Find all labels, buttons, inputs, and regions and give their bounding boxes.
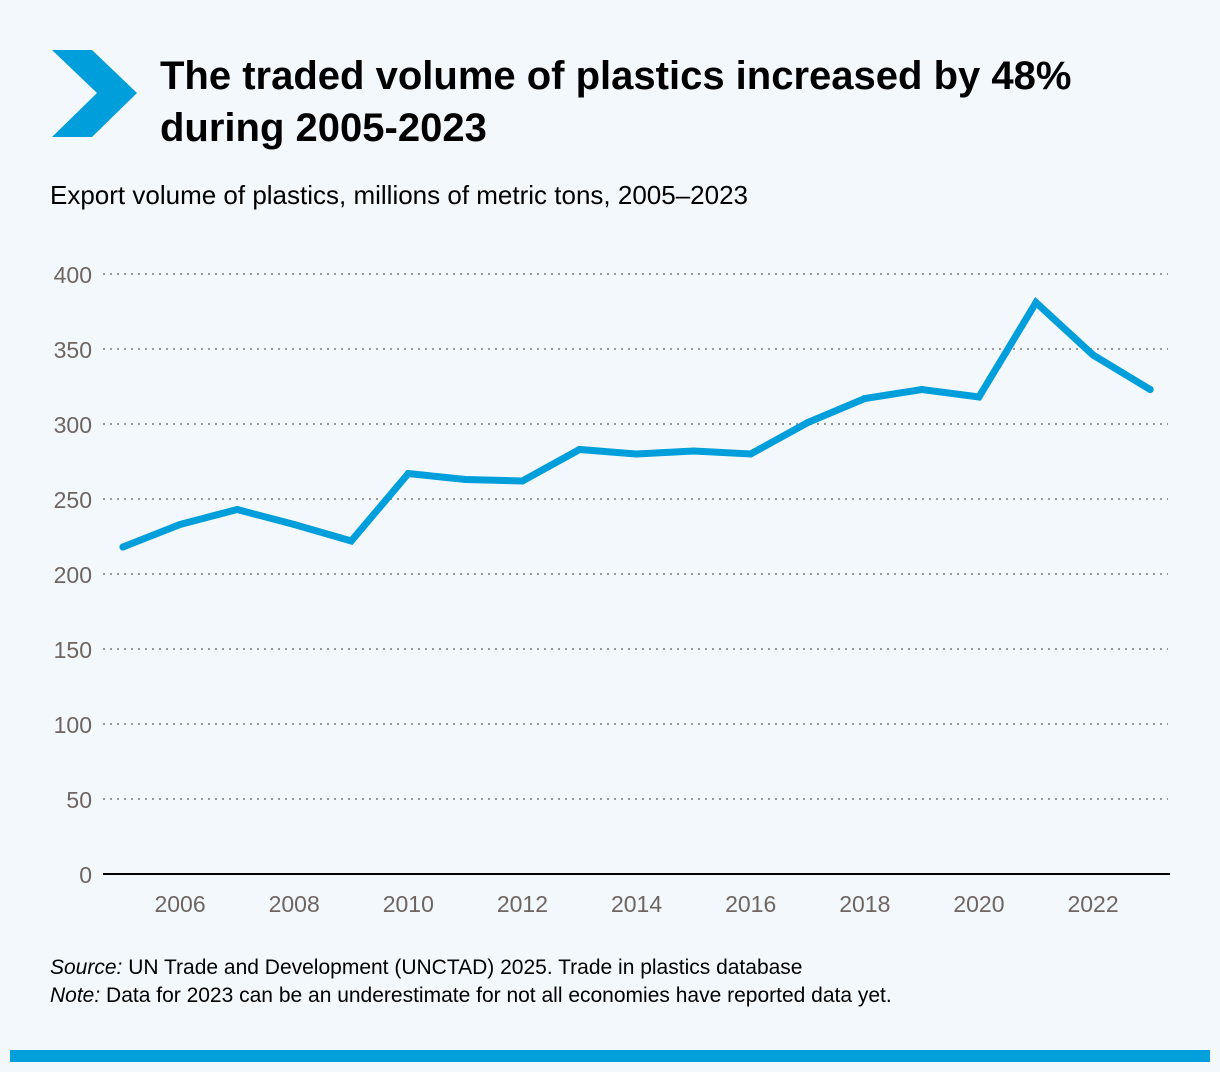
data-point bbox=[804, 419, 812, 426]
y-tick-label: 250 bbox=[54, 487, 92, 513]
x-tick-label: 2018 bbox=[839, 891, 890, 917]
y-tick-label: 350 bbox=[54, 337, 92, 363]
data-point bbox=[461, 476, 469, 483]
data-point bbox=[918, 386, 926, 393]
x-tick-label: 2020 bbox=[953, 891, 1004, 917]
y-tick-label: 150 bbox=[54, 637, 92, 663]
data-point bbox=[347, 537, 355, 545]
y-tick-label: 300 bbox=[54, 412, 92, 438]
y-tick-label: 200 bbox=[54, 562, 92, 588]
data-point bbox=[1146, 386, 1154, 393]
chart-title: The traded volume of plastics increased … bbox=[160, 54, 1072, 150]
y-tick-label: 0 bbox=[79, 862, 92, 888]
x-tick-label: 2012 bbox=[497, 891, 548, 917]
data-point bbox=[861, 395, 869, 402]
note-text: Data for 2023 can be an underestimate fo… bbox=[100, 984, 892, 1007]
x-tick-label: 2022 bbox=[1067, 891, 1118, 917]
line-chart: 0 50 100 150 200 250 300 350 400 2006 2008 2010 2012… bbox=[54, 262, 1170, 917]
source-line: Source: UN Trade and Development (UNCTAD… bbox=[50, 954, 892, 982]
chart-subtitle: Export volume of plastics, millions of m… bbox=[50, 180, 749, 210]
data-point bbox=[176, 521, 184, 528]
data-point bbox=[290, 521, 298, 528]
x-tick-label: 2010 bbox=[383, 891, 434, 917]
x-tick-label: 2006 bbox=[154, 891, 205, 917]
data-point bbox=[747, 450, 755, 458]
y-tick-label: 100 bbox=[54, 712, 92, 738]
data-point bbox=[233, 506, 241, 513]
data-point bbox=[404, 470, 412, 477]
note-label: Note: bbox=[50, 984, 101, 1007]
data-point bbox=[518, 477, 526, 485]
data-point bbox=[975, 393, 983, 401]
chart-notes: Source: UN Trade and Development (UNCTAD… bbox=[50, 954, 892, 1010]
source-label: Source: bbox=[50, 956, 123, 979]
data-point bbox=[1032, 299, 1040, 306]
chevron-right-icon bbox=[52, 50, 137, 137]
data-point bbox=[690, 447, 698, 455]
data-point bbox=[633, 450, 641, 458]
data-point bbox=[576, 446, 583, 453]
data-point bbox=[1089, 351, 1097, 359]
x-tick-label: 2016 bbox=[725, 891, 776, 917]
source-text: UN Trade and Development (UNCTAD) 2025. … bbox=[122, 956, 803, 979]
note-line: Note: Data for 2023 can be an underestim… bbox=[50, 982, 892, 1010]
x-tick-label: 2014 bbox=[611, 891, 662, 917]
data-point bbox=[119, 543, 127, 551]
y-tick-label: 400 bbox=[54, 262, 92, 288]
x-tick-label: 2008 bbox=[269, 891, 320, 917]
bottom-accent-bar bbox=[10, 1050, 1210, 1062]
y-tick-label: 50 bbox=[66, 787, 92, 813]
